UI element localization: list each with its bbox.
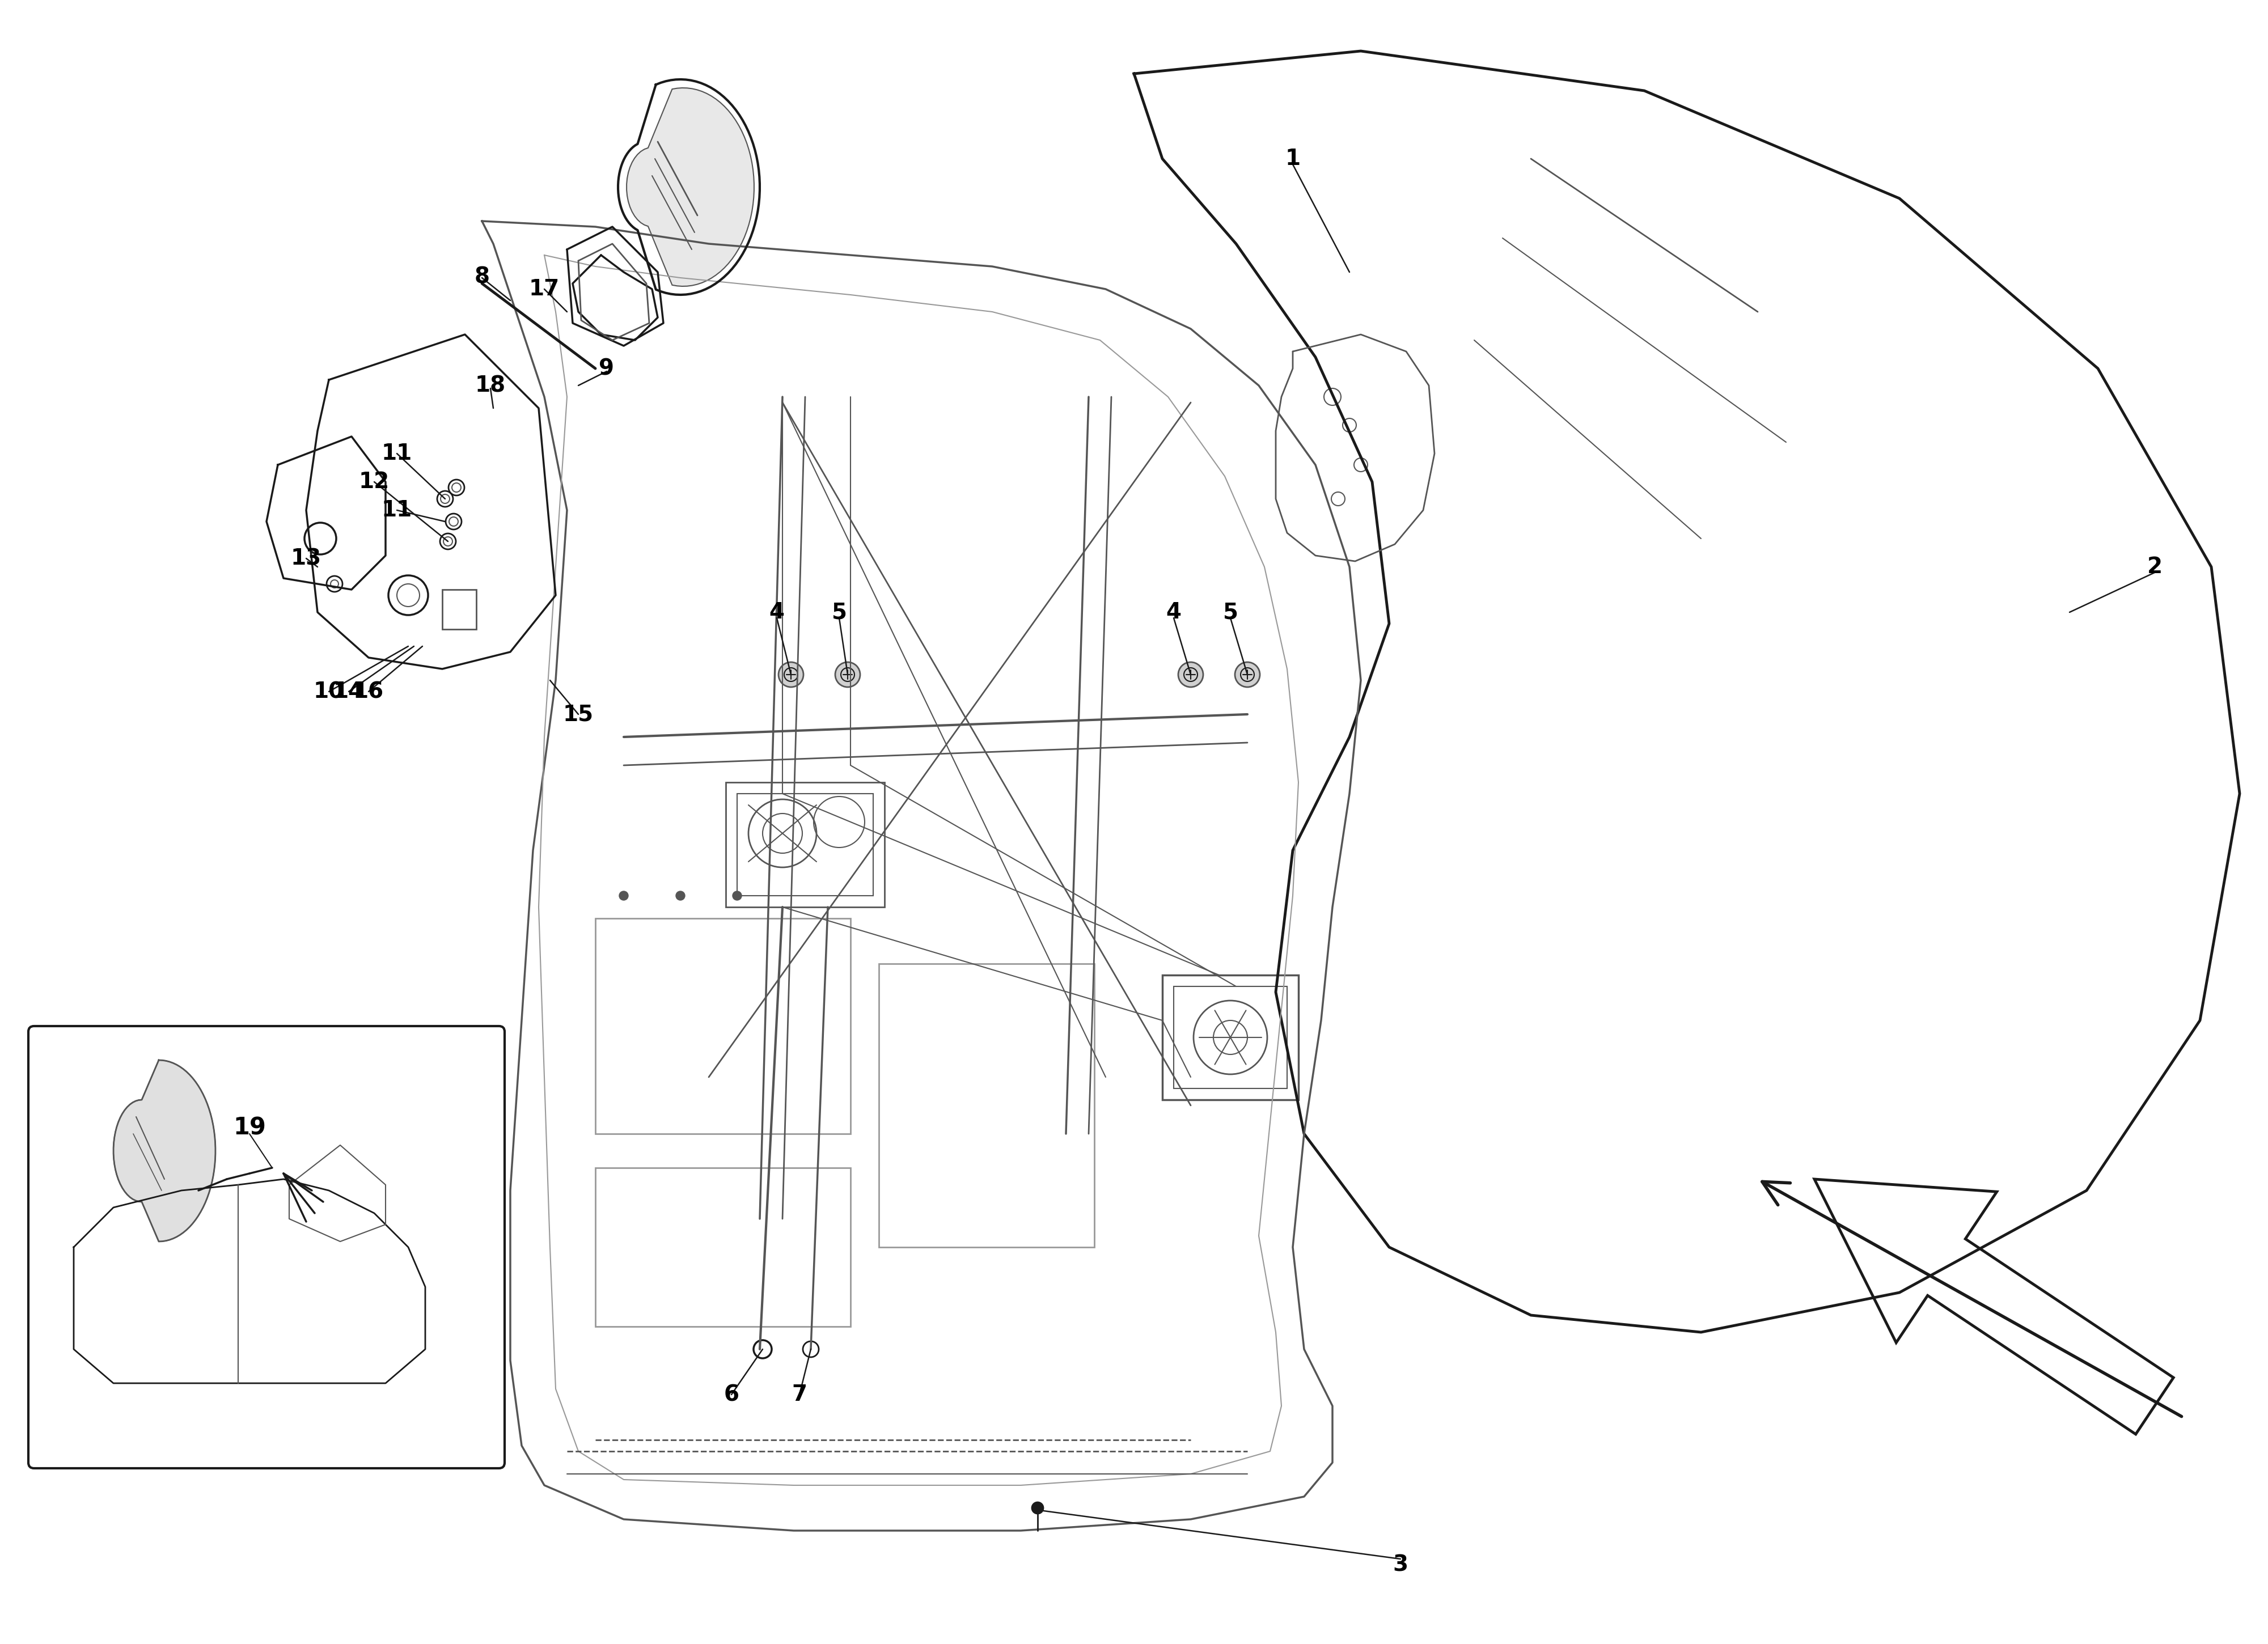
Text: 11: 11 [381,442,413,464]
Text: 8: 8 [474,266,490,288]
Text: 3: 3 [1393,1554,1408,1575]
Text: 2: 2 [2148,556,2161,577]
Text: 7: 7 [792,1384,807,1406]
Text: 4: 4 [769,602,785,623]
Polygon shape [113,1060,215,1241]
Circle shape [835,663,860,687]
Circle shape [1179,663,1202,687]
Text: 10: 10 [313,681,345,702]
Text: 15: 15 [562,704,594,725]
Bar [594,919,850,1134]
Bar [1161,975,1297,1100]
Text: 13: 13 [290,547,322,569]
Text: 12: 12 [358,472,390,493]
Bar [594,1167,850,1327]
Text: 1: 1 [1286,148,1300,169]
Text: 6: 6 [723,1384,739,1406]
Text: 17: 17 [528,278,560,299]
Bar [726,783,885,907]
Circle shape [676,891,685,901]
Text: 4: 4 [1166,602,1182,623]
Circle shape [778,663,803,687]
Bar [880,963,1093,1248]
Circle shape [1234,663,1261,687]
Polygon shape [626,87,753,286]
Circle shape [1032,1503,1043,1514]
Circle shape [619,891,628,901]
Bar [1175,986,1288,1088]
Text: 19: 19 [234,1116,265,1139]
Text: 18: 18 [474,375,506,396]
Text: 14: 14 [333,681,365,702]
Circle shape [733,891,742,901]
Text: 11: 11 [381,500,413,521]
Text: 5: 5 [1222,602,1238,623]
Bar [737,794,873,896]
FancyBboxPatch shape [27,1026,503,1468]
Bar [442,590,476,630]
Text: 16: 16 [354,681,383,702]
Text: 5: 5 [832,602,846,623]
Text: 9: 9 [599,358,615,380]
